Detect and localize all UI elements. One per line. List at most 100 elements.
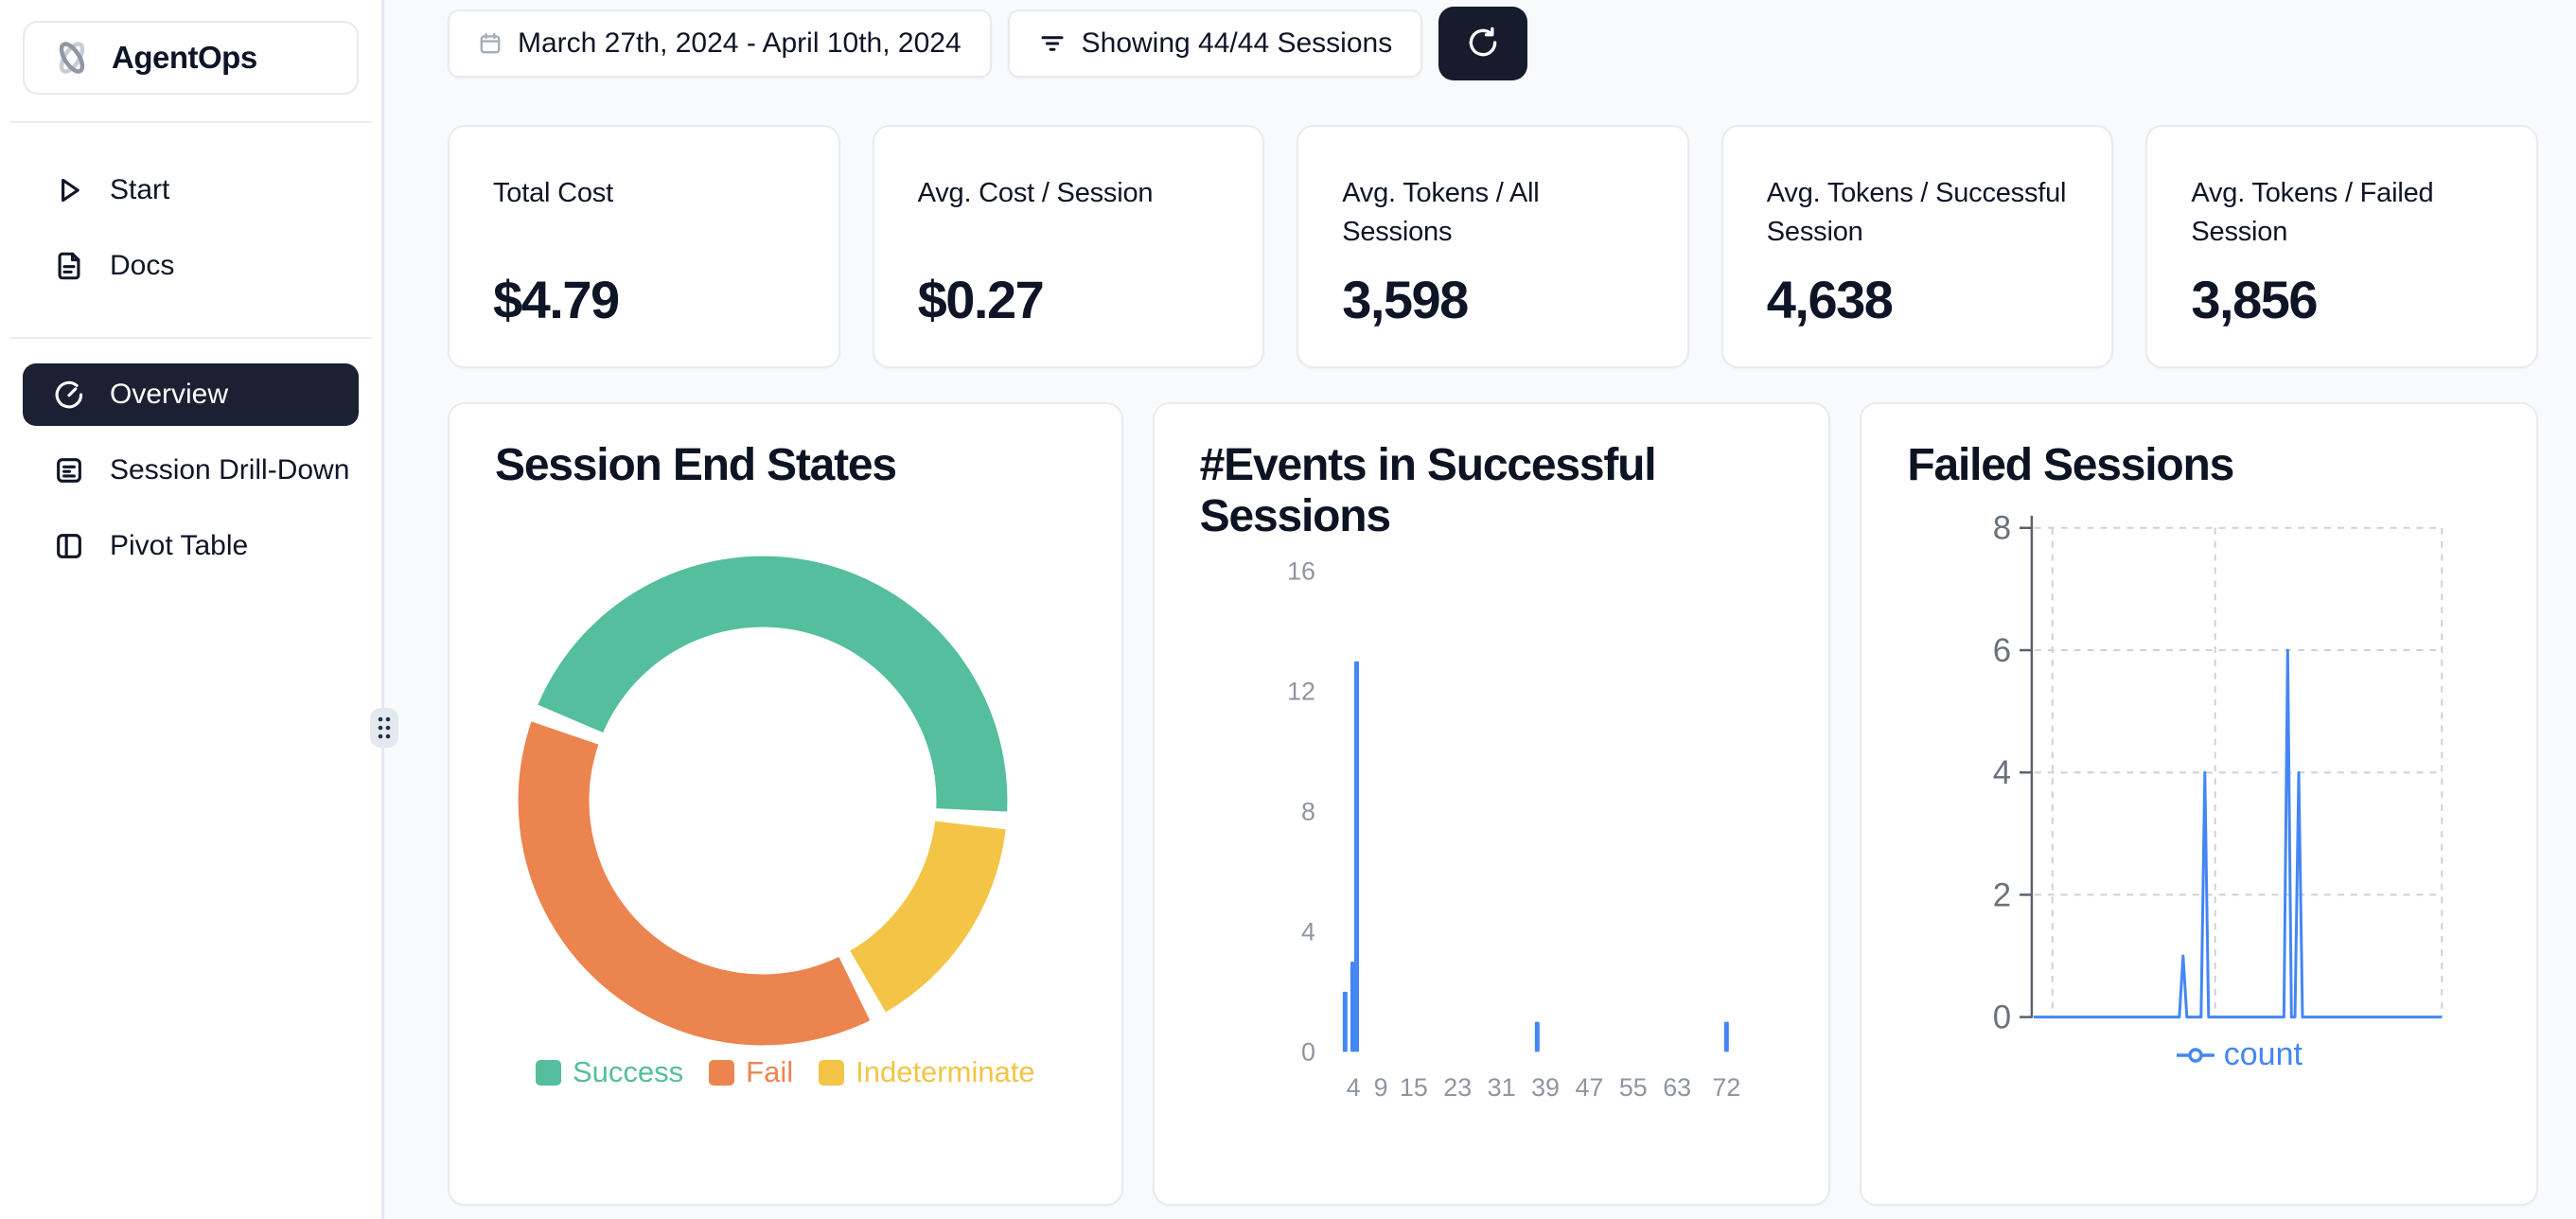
pie-legend: Success Fail Indeterminate — [450, 1055, 1121, 1089]
y-tick-label: 0 — [1301, 1037, 1315, 1066]
play-icon — [53, 174, 85, 206]
charts-row: Session End States Success Fail Indetermin… — [448, 402, 2539, 1206]
agentops-logo-button[interactable]: AgentOps — [23, 21, 359, 95]
sidebar-item-label: Start — [110, 174, 170, 205]
stat-cards-row: Total Cost $4.79 Avg. Cost / Session $0.27 A… — [448, 125, 2538, 368]
agentops-logo-icon — [49, 33, 95, 83]
histogram-bar[interactable] — [1342, 991, 1348, 1052]
stat-card: Avg. Tokens / All Sessions 3,598 — [1297, 125, 1689, 368]
legend-item-indeterminate[interactable]: Indeterminate — [819, 1055, 1035, 1089]
chart-title: #Events in Successful Sessions — [1199, 440, 1657, 542]
x-tick-label: 4 — [1346, 1073, 1360, 1102]
donut-segment-success[interactable] — [538, 556, 1008, 812]
stat-label: Avg. Tokens / Failed Session — [2191, 178, 2434, 248]
x-tick-label: 55 — [1619, 1073, 1648, 1102]
filter-icon — [1038, 29, 1067, 58]
histogram-bar[interactable] — [1723, 1021, 1729, 1052]
toolbar: March 27th, 2024 - April 10th, 2024 Show… — [448, 7, 1528, 80]
legend-swatch — [709, 1059, 735, 1086]
y-tick-label: 6 — [1993, 633, 2011, 669]
sidebar-item-label: Pivot Table — [110, 530, 249, 561]
legend-item-fail[interactable]: Fail — [709, 1055, 793, 1089]
x-tick-label: 23 — [1443, 1073, 1472, 1102]
x-tick-label: 47 — [1575, 1073, 1603, 1102]
y-tick-label: 0 — [1993, 1000, 2011, 1036]
sidebar-item-pivot-table[interactable]: Pivot Table — [23, 515, 359, 577]
legend-label: Indeterminate — [856, 1055, 1035, 1088]
legend-swatch — [535, 1059, 561, 1086]
session-end-states-card: Session End States Success Fail Indetermin… — [448, 402, 1123, 1206]
line-legend-label: count — [2223, 1036, 2303, 1072]
x-tick-label: 31 — [1487, 1073, 1515, 1102]
y-tick-label: 16 — [1287, 556, 1315, 585]
x-tick-label: 9 — [1373, 1073, 1387, 1102]
sidebar-divider — [9, 121, 372, 123]
y-tick-label: 8 — [1993, 511, 2011, 547]
sidebar-item-start[interactable]: Start — [23, 159, 359, 221]
donut-segment-fail[interactable] — [518, 721, 871, 1046]
y-tick-label: 8 — [1301, 797, 1315, 825]
sidebar-item-overview[interactable]: Overview — [23, 363, 359, 426]
docs-icon — [53, 250, 85, 282]
refresh-button[interactable] — [1438, 7, 1528, 80]
count-series-line[interactable] — [2034, 648, 2443, 1019]
events-histogram-card: #Events in Successful Sessions 0 4 8 12 16 4 9… — [1152, 402, 1831, 1206]
stat-card: Avg. Tokens / Successful Session 4,638 — [1720, 125, 2114, 368]
sidebar-item-label: Session Drill-Down — [110, 454, 350, 486]
stat-card: Avg. Cost / Session $0.27 — [872, 125, 1265, 368]
main-content: March 27th, 2024 - April 10th, 2024 Show… — [387, 0, 2576, 1219]
grid-lines — [2035, 526, 2444, 1017]
stat-value: $4.79 — [493, 270, 620, 329]
histogram-bar[interactable] — [1350, 962, 1355, 1052]
sidebar-divider — [9, 337, 372, 339]
sidebar-item-label: Overview — [110, 379, 229, 410]
stat-label: Avg. Tokens / Successful Session — [1766, 178, 2067, 248]
line-series-legend[interactable]: count — [2033, 1036, 2445, 1073]
gauge-icon — [53, 379, 85, 411]
stat-card: Total Cost $4.79 — [448, 125, 840, 368]
sidebar-item-label: Docs — [110, 250, 175, 281]
refresh-icon — [1465, 25, 1501, 63]
legend-item-success[interactable]: Success — [535, 1055, 684, 1089]
sidebar-item-session-drill-down[interactable]: Session Drill-Down — [23, 439, 359, 502]
x-tick-label: 15 — [1400, 1073, 1428, 1102]
drag-dots-icon — [378, 716, 391, 739]
stat-label: Avg. Cost / Session — [917, 178, 1154, 208]
stat-label: Total Cost — [493, 178, 613, 208]
chart-title: Failed Sessions — [1907, 440, 2234, 490]
donut-segment-indeterminate[interactable] — [850, 821, 1006, 1013]
stat-value: $0.27 — [917, 270, 1045, 329]
legend-label: Fail — [746, 1055, 794, 1088]
histogram-bar[interactable] — [1534, 1021, 1540, 1052]
histogram-bar[interactable] — [1353, 661, 1359, 1052]
y-tick-label: 4 — [1301, 917, 1315, 945]
sessions-filter-button[interactable]: Showing 44/44 Sessions — [1007, 9, 1423, 78]
date-range-label: March 27th, 2024 - April 10th, 2024 — [518, 27, 962, 59]
x-tick-label: 72 — [1712, 1073, 1740, 1102]
sidebar-item-docs[interactable]: Docs — [23, 235, 359, 297]
failed-sessions-chart: 0 2 4 6 8 — [1993, 511, 2444, 1036]
stat-value: 3,856 — [2191, 270, 2318, 329]
stat-label: Avg. Tokens / All Sessions — [1342, 178, 1540, 248]
y-tick-label: 2 — [1993, 877, 2011, 913]
legend-label: Success — [572, 1055, 684, 1088]
columns-icon — [53, 530, 85, 562]
x-tick-label: 39 — [1531, 1073, 1560, 1102]
list-icon — [53, 454, 85, 486]
failed-sessions-card: Failed Sessions 0 2 4 6 8 count — [1860, 402, 2539, 1206]
line-marker-icon — [2176, 1047, 2214, 1063]
legend-swatch — [819, 1059, 845, 1086]
stat-value: 3,598 — [1342, 270, 1469, 329]
y-axis — [2020, 515, 2034, 1018]
stat-card: Avg. Tokens / Failed Session 3,856 — [2145, 125, 2538, 368]
calendar-icon — [478, 31, 503, 56]
sessions-filter-label: Showing 44/44 Sessions — [1081, 27, 1393, 59]
sidebar-resize-handle[interactable] — [370, 708, 398, 748]
sidebar: AgentOps Start Docs Overview Session Drill… — [0, 0, 384, 1219]
brand-title: AgentOps — [112, 40, 257, 75]
y-tick-label: 4 — [1993, 755, 2011, 791]
stat-value: 4,638 — [1766, 270, 1894, 329]
date-range-button[interactable]: March 27th, 2024 - April 10th, 2024 — [448, 9, 992, 78]
session-end-states-donut — [518, 556, 1008, 1046]
